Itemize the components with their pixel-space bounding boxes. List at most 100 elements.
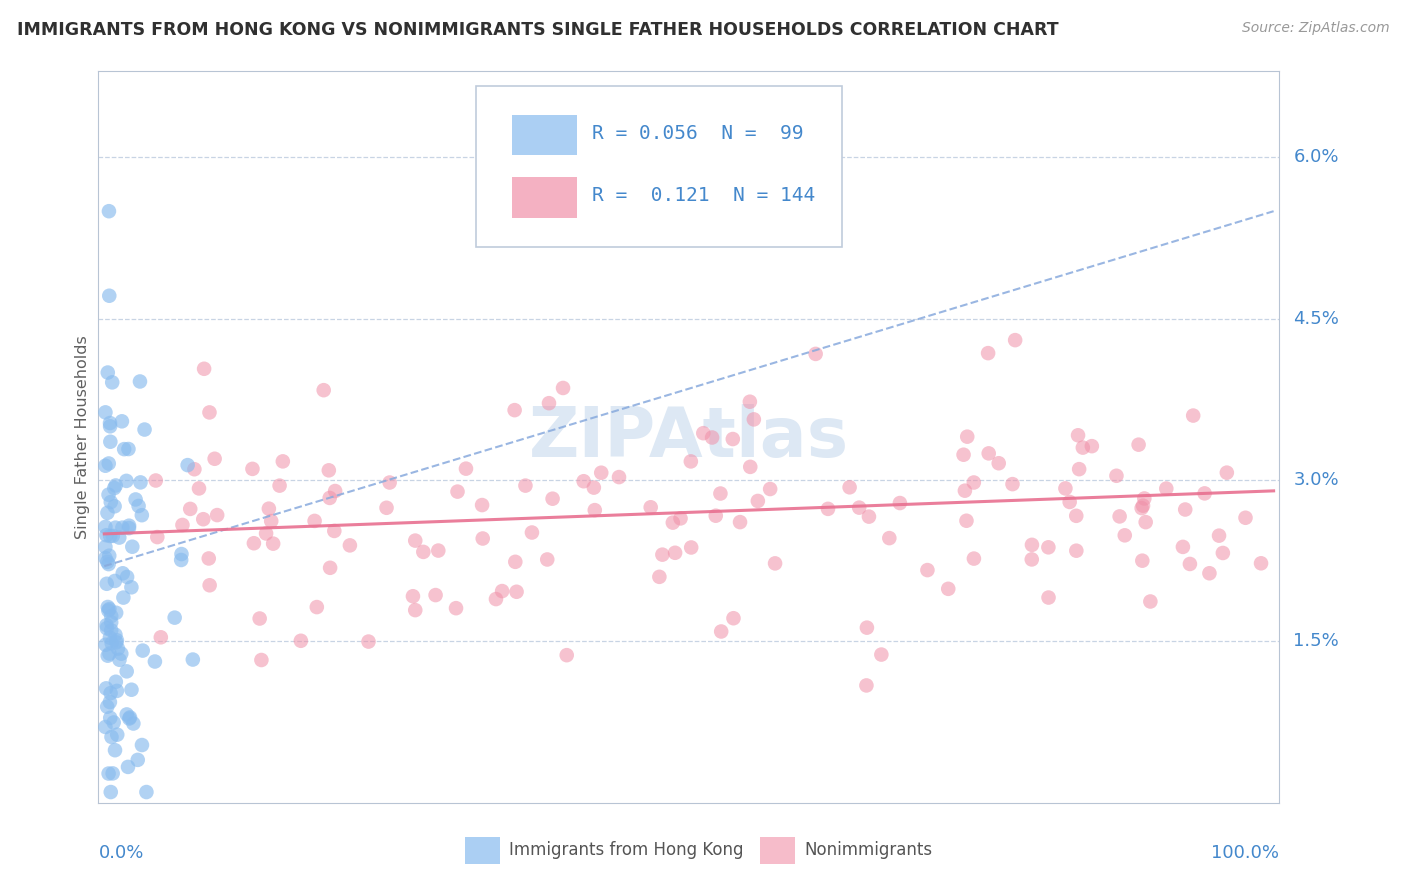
Point xyxy=(1021,538,1043,552)
Point xyxy=(100,609,122,624)
Point xyxy=(108,653,131,667)
Point xyxy=(1182,409,1205,423)
Point xyxy=(103,481,125,495)
Point xyxy=(848,500,870,515)
Point xyxy=(115,707,138,722)
Point xyxy=(105,684,128,698)
Point xyxy=(176,458,198,472)
Point xyxy=(953,483,976,498)
Point xyxy=(262,536,284,550)
Point xyxy=(963,551,986,566)
Point xyxy=(936,582,959,596)
Point xyxy=(323,483,346,498)
Point xyxy=(763,557,786,571)
Point xyxy=(879,531,901,545)
Point xyxy=(105,606,128,620)
Point xyxy=(838,480,860,494)
Point xyxy=(1212,546,1234,560)
Text: 4.5%: 4.5% xyxy=(1294,310,1340,327)
Point xyxy=(179,502,201,516)
Point xyxy=(607,470,630,484)
Point xyxy=(94,458,117,473)
Point xyxy=(679,454,702,468)
Point xyxy=(375,500,398,515)
Point xyxy=(96,506,118,520)
FancyBboxPatch shape xyxy=(759,838,796,863)
Text: ZIPAtlas: ZIPAtlas xyxy=(529,403,849,471)
Point xyxy=(98,631,121,645)
Point xyxy=(952,448,974,462)
Point xyxy=(855,678,877,692)
Point xyxy=(198,578,221,592)
Point xyxy=(378,475,401,490)
Point xyxy=(444,601,467,615)
Point xyxy=(181,652,204,666)
Point xyxy=(243,536,266,550)
Point xyxy=(1038,541,1060,555)
Point xyxy=(115,665,138,679)
Text: 100.0%: 100.0% xyxy=(1212,845,1279,863)
Point xyxy=(121,682,143,697)
Point xyxy=(204,451,226,466)
Point xyxy=(117,760,139,774)
Point xyxy=(97,766,120,780)
Point xyxy=(1105,468,1128,483)
Point xyxy=(817,501,839,516)
Point xyxy=(1130,554,1153,568)
Point xyxy=(145,474,167,488)
Point xyxy=(170,547,193,561)
Point xyxy=(98,549,121,563)
Point xyxy=(471,532,494,546)
Point xyxy=(105,633,128,648)
Point xyxy=(1135,515,1157,529)
Point xyxy=(738,394,761,409)
Point xyxy=(1038,591,1060,605)
Point xyxy=(269,478,291,492)
Point xyxy=(96,621,118,635)
Point xyxy=(1001,477,1024,491)
Point xyxy=(97,603,120,617)
Point xyxy=(747,494,769,508)
Point xyxy=(97,488,120,502)
Point xyxy=(104,743,127,757)
Point xyxy=(1139,594,1161,608)
Point xyxy=(94,681,117,696)
Point xyxy=(1216,466,1239,480)
Point xyxy=(128,499,150,513)
Point xyxy=(1069,462,1091,476)
Point xyxy=(100,495,122,509)
Point xyxy=(118,518,141,533)
Point xyxy=(648,570,671,584)
Point xyxy=(402,589,425,603)
Point xyxy=(104,628,127,642)
Text: 3.0%: 3.0% xyxy=(1294,471,1339,489)
Point xyxy=(740,459,762,474)
Point xyxy=(115,570,138,584)
Point xyxy=(681,541,703,555)
Point xyxy=(94,720,117,734)
Point xyxy=(491,584,513,599)
Point xyxy=(98,602,121,616)
Point xyxy=(541,491,564,506)
Point xyxy=(759,482,782,496)
Point xyxy=(257,501,280,516)
Point xyxy=(721,432,744,446)
Point xyxy=(242,462,264,476)
Point xyxy=(254,526,277,541)
Point xyxy=(1156,482,1178,496)
Point xyxy=(1054,482,1077,496)
Point xyxy=(1171,540,1194,554)
Point xyxy=(404,533,426,548)
Point xyxy=(917,563,939,577)
Point xyxy=(692,426,714,441)
Point xyxy=(956,430,979,444)
Point xyxy=(120,580,142,594)
Point xyxy=(97,204,120,219)
Point xyxy=(143,655,166,669)
Point xyxy=(700,430,723,444)
Text: R = 0.056  N =  99: R = 0.056 N = 99 xyxy=(592,124,804,143)
Point xyxy=(131,643,153,657)
Point xyxy=(728,515,751,529)
Point xyxy=(100,686,122,700)
Point xyxy=(485,592,508,607)
